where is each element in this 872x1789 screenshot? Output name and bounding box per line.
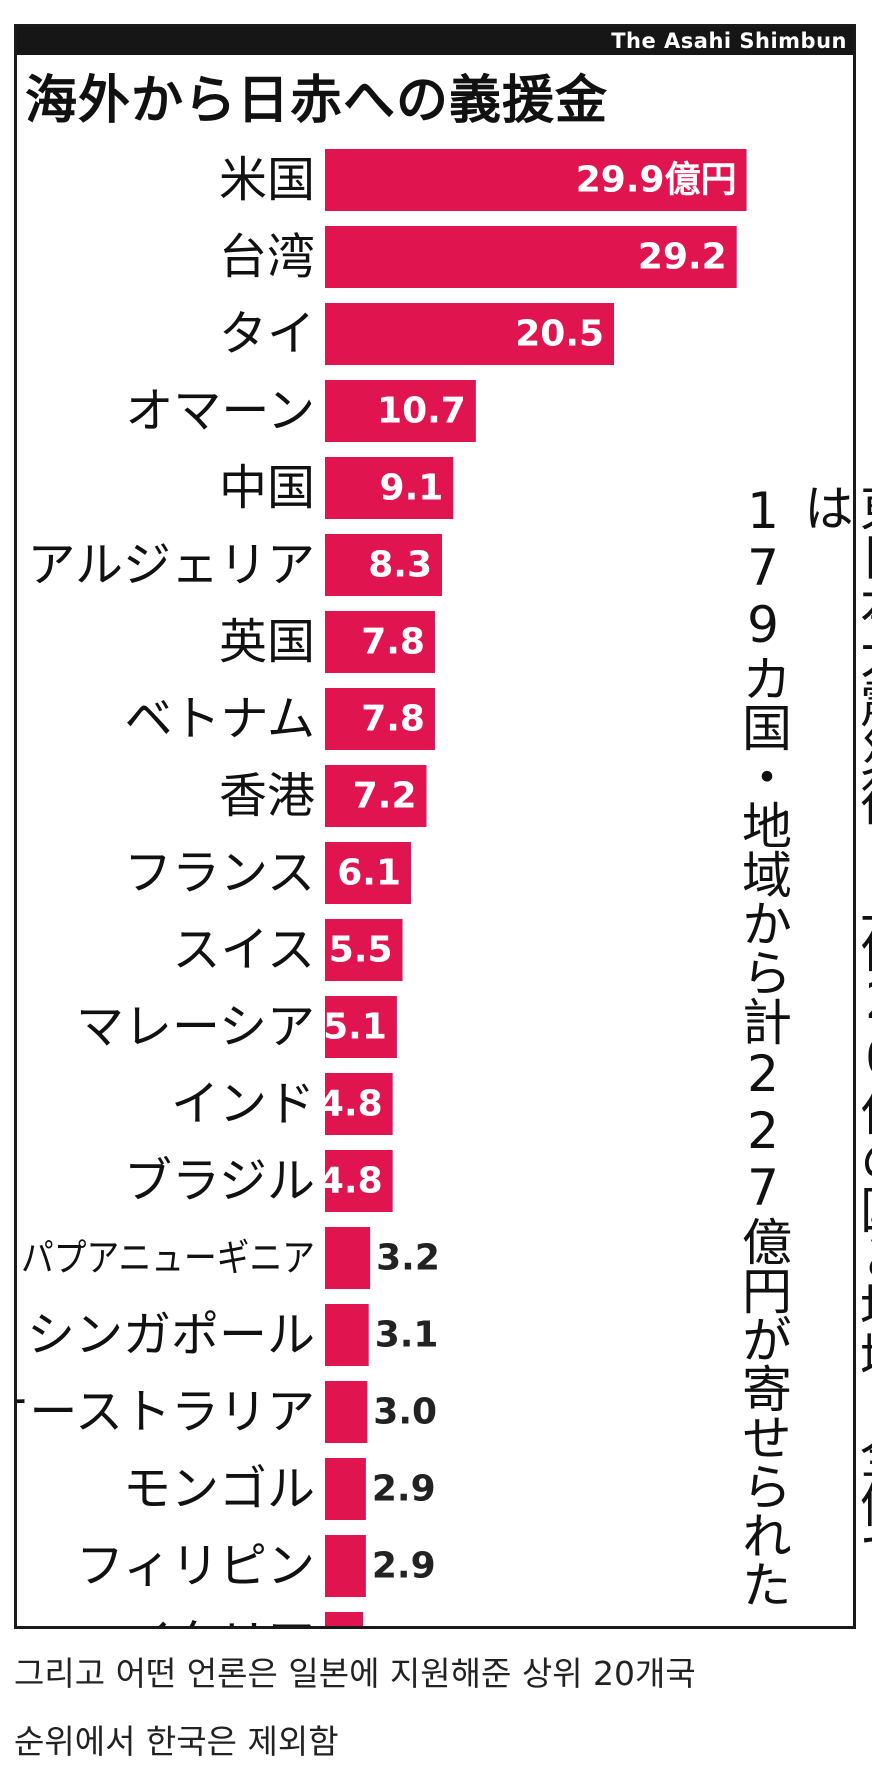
category-label-row-8: ベトナム	[124, 691, 315, 747]
bar-row-12	[325, 996, 397, 1058]
category-label-row-6: アルジェリア	[27, 537, 315, 593]
category-label-row-14: ブラジル	[124, 1153, 315, 1209]
value-label-row-20: 2.7	[369, 1623, 433, 1627]
value-label-row-6: 8.3	[368, 545, 432, 586]
bar-row-19	[325, 1535, 366, 1597]
value-label-row-4: 10.7	[377, 391, 466, 432]
bar-row-6	[325, 534, 443, 596]
value-label-row-17: 3.0	[373, 1392, 437, 1433]
bar-row-7	[325, 611, 435, 673]
value-label-row-5: 9.1	[380, 468, 444, 509]
category-label-row-20: イタリア	[125, 1615, 315, 1626]
caption-line-1: 그리고 어떤 언론은 일본에 지원해준 상위 20개국	[14, 1654, 696, 1693]
bar-row-2	[325, 226, 737, 288]
category-label-row-13: インド	[171, 1076, 315, 1132]
category-label-row-4: オマーン	[125, 383, 315, 439]
category-label-row-17: オーストラリア	[17, 1384, 315, 1440]
category-label-row-3: タイ	[219, 306, 315, 362]
category-label-row-12: マレーシア	[76, 999, 315, 1055]
value-label-row-12: 5.1	[323, 1007, 387, 1048]
value-label-row-1: 29.9億円	[576, 160, 737, 201]
caption: 그리고 어떤 언론은 일본에 지원해준 상위 20개국 순위에서 한국은 제외함	[14, 1640, 858, 1776]
credit-text: The Asahi Shimbun	[611, 29, 847, 53]
note-line-2: 179カ国・地域から計227億円が寄せられた	[734, 482, 792, 1608]
value-label-row-19: 2.9	[372, 1546, 436, 1587]
bar-row-20	[325, 1612, 364, 1626]
category-label-row-11: スイス	[172, 922, 315, 978]
bar-row-17	[325, 1381, 368, 1443]
value-label-row-10: 6.1	[337, 853, 401, 894]
value-label-row-9: 7.2	[353, 776, 417, 817]
chart-figure: The Asahi Shimbun 海外から日赤への義援金 米国 29.9億円台湾…	[14, 24, 872, 1629]
bar-row-14	[325, 1150, 393, 1212]
category-label-row-7: 英国	[219, 614, 315, 670]
category-label-row-19: フィリピン	[76, 1538, 315, 1594]
value-label-row-14: 4.8	[319, 1161, 383, 1202]
value-label-row-7: 7.8	[361, 622, 425, 663]
bar-row-13	[325, 1073, 393, 1135]
bar-row-15	[325, 1227, 371, 1289]
bar-row-5	[325, 457, 454, 519]
category-label-row-1: 米国	[219, 152, 315, 208]
value-label-row-13: 4.8	[319, 1084, 383, 1125]
bar-row-4	[325, 380, 476, 442]
value-label-row-2: 29.2	[638, 237, 727, 278]
category-label-row-10: フランス	[124, 845, 315, 901]
category-label-row-18: モンゴル	[123, 1461, 315, 1517]
value-label-row-18: 2.9	[372, 1469, 436, 1510]
category-label-row-2: 台湾	[219, 229, 315, 285]
value-label-row-15: 3.2	[376, 1238, 440, 1279]
credit-bar: The Asahi Shimbun	[17, 27, 853, 55]
bar-row-16	[325, 1304, 369, 1366]
vertical-note: 東日本大震災後、上位20位の国と地域。全体では 179カ国・地域から計227億円…	[734, 482, 872, 1622]
value-label-row-3: 20.5	[515, 314, 604, 355]
bar-row-8	[325, 688, 435, 750]
category-label-row-16: シンガポール	[27, 1307, 315, 1363]
caption-line-2: 순위에서 한국은 제외함	[14, 1722, 339, 1761]
value-label-row-11: 5.5	[329, 930, 393, 971]
chart-title: 海外から日赤への義援金	[25, 71, 609, 131]
value-label-row-8: 7.8	[361, 699, 425, 740]
bar-row-18	[325, 1458, 366, 1520]
category-label-row-5: 中国	[219, 460, 315, 516]
bar-row-3	[325, 303, 615, 365]
category-label-row-15: パプアニューギニア	[21, 1236, 315, 1280]
bar-row-11	[325, 919, 403, 981]
category-label-row-9: 香港	[219, 768, 315, 824]
bar-row-10	[325, 842, 412, 904]
note-line-1: 東日本大震災後、上位20位の国と地域。全体では	[796, 482, 872, 1576]
bar-row-9	[325, 765, 427, 827]
value-label-row-16: 3.1	[375, 1315, 439, 1356]
bar-row-1	[325, 149, 747, 211]
